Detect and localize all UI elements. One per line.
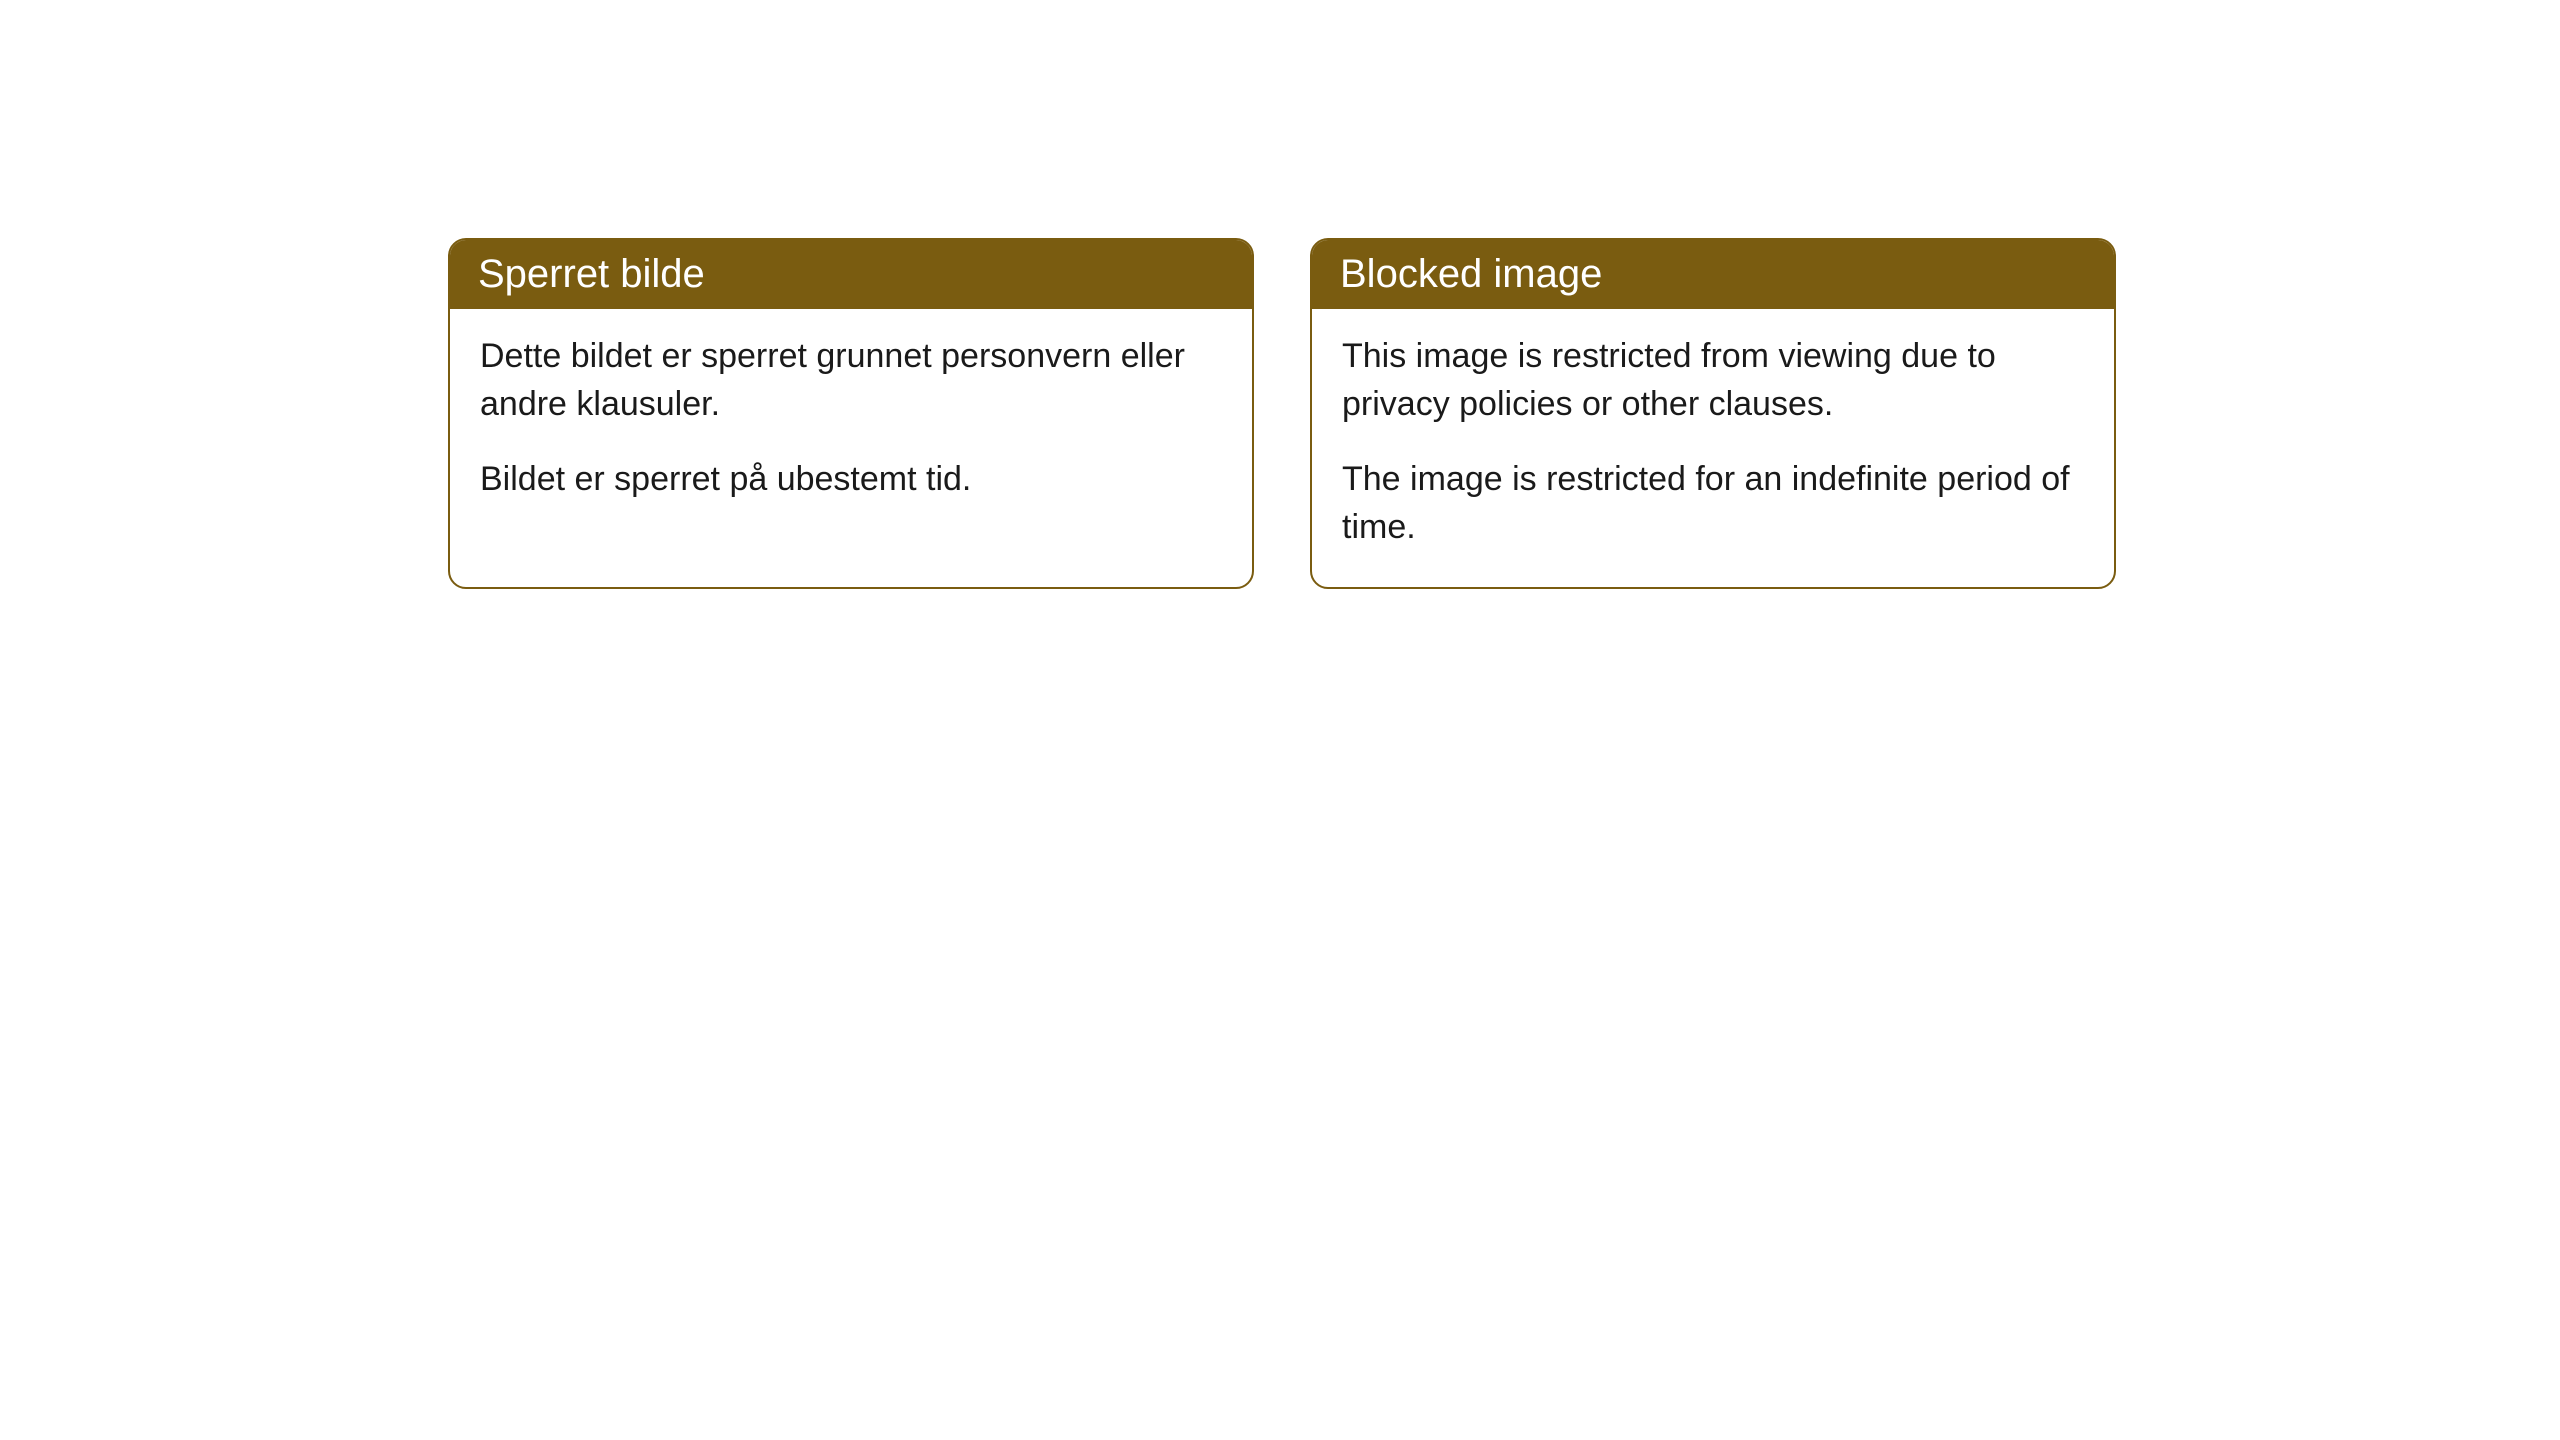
- card-header-norwegian: Sperret bilde: [450, 240, 1252, 309]
- card-paragraph-1-norwegian: Dette bildet er sperret grunnet personve…: [480, 333, 1222, 428]
- card-paragraph-2-english: The image is restricted for an indefinit…: [1342, 456, 2084, 551]
- card-body-norwegian: Dette bildet er sperret grunnet personve…: [450, 309, 1252, 540]
- card-title-english: Blocked image: [1340, 252, 1602, 296]
- blocked-image-card-norwegian: Sperret bilde Dette bildet er sperret gr…: [448, 238, 1254, 589]
- card-body-english: This image is restricted from viewing du…: [1312, 309, 2114, 587]
- card-header-english: Blocked image: [1312, 240, 2114, 309]
- blocked-image-card-english: Blocked image This image is restricted f…: [1310, 238, 2116, 589]
- card-paragraph-1-english: This image is restricted from viewing du…: [1342, 333, 2084, 428]
- card-title-norwegian: Sperret bilde: [478, 252, 705, 296]
- card-paragraph-2-norwegian: Bildet er sperret på ubestemt tid.: [480, 456, 1222, 504]
- notice-cards-container: Sperret bilde Dette bildet er sperret gr…: [448, 238, 2560, 589]
